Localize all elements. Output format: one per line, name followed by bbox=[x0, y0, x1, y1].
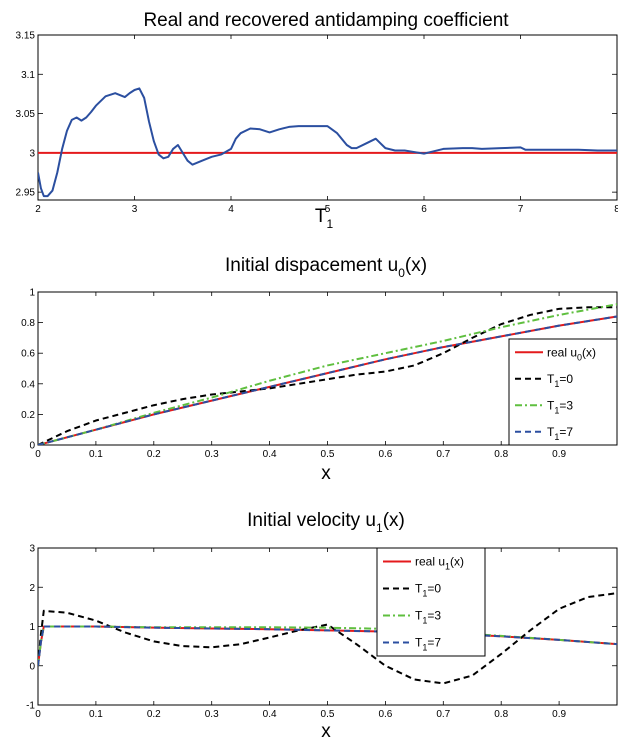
y-tick-label: 0.8 bbox=[21, 318, 35, 329]
x-tick-label: 6 bbox=[421, 204, 427, 215]
chart-title: Initial velocity u1(x) bbox=[247, 510, 405, 535]
x-tick-label: 0.9 bbox=[552, 449, 566, 460]
x-tick-label: 8 bbox=[614, 204, 618, 215]
x-tick-label: 2 bbox=[35, 204, 41, 215]
y-tick-label: 0 bbox=[29, 661, 35, 672]
y-tick-label: 3.15 bbox=[16, 31, 36, 42]
x-tick-label: 0.5 bbox=[321, 449, 335, 460]
legend: real u0(x) T1=0 T1=3 T1=7 bbox=[508, 338, 618, 446]
legend-label: T1=7 bbox=[415, 636, 441, 653]
x-tick-label: 0.7 bbox=[436, 709, 450, 720]
legend-label: T1=3 bbox=[415, 609, 441, 626]
x-tick-label: 0.4 bbox=[263, 449, 277, 460]
y-tick-label: 0.2 bbox=[21, 410, 35, 421]
legend-label: T1=0 bbox=[547, 372, 573, 389]
chart-title: Initial dispacement u0(x) bbox=[225, 255, 427, 280]
legend-label: real u1(x) bbox=[415, 555, 464, 572]
x-tick-label: 0.6 bbox=[378, 709, 392, 720]
x-axis-label: x bbox=[321, 463, 331, 484]
x-tick-label: 7 bbox=[518, 204, 524, 215]
series-group bbox=[38, 87, 617, 198]
x-tick-label: 0 bbox=[35, 449, 41, 460]
x-axis-label: T1 bbox=[315, 206, 334, 231]
x-ticks: 0 0.1 0.2 0.3 0.4 0.5 0.6 0.7 0.8 0.9 bbox=[35, 548, 566, 720]
velocity-chart: Initial velocity u1(x) 0 0.1 0.2 0.3 0.4 0.5 0… bbox=[26, 510, 618, 742]
y-tick-label: 0 bbox=[29, 441, 35, 452]
x-tick-label: 0.9 bbox=[552, 709, 566, 720]
y-tick-label: 3 bbox=[29, 148, 35, 159]
series-line bbox=[38, 315, 617, 445]
series-line bbox=[38, 87, 617, 198]
chart-title: Real and recovered antidamping coefficie… bbox=[143, 10, 509, 31]
series-group bbox=[38, 303, 617, 445]
antidamping-chart: Real and recovered antidamping coefficie… bbox=[16, 10, 618, 231]
x-ticks: 2 3 4 5 6 7 8 bbox=[35, 35, 618, 215]
x-tick-label: 0.8 bbox=[494, 709, 508, 720]
series-line bbox=[38, 306, 617, 445]
x-tick-label: 0.2 bbox=[147, 709, 161, 720]
displacement-chart: Initial dispacement u0(x) 0 0.1 0.2 0.3 0.4 0… bbox=[21, 255, 618, 484]
y-tick-label: 1 bbox=[29, 288, 35, 299]
y-tick-label: 2.95 bbox=[16, 188, 36, 199]
x-tick-label: 0.4 bbox=[263, 709, 277, 720]
series-line bbox=[38, 625, 617, 666]
series-group bbox=[38, 592, 617, 685]
series-line bbox=[38, 625, 617, 666]
y-tick-label: -1 bbox=[26, 701, 35, 712]
plot-area bbox=[37, 34, 618, 201]
y-tick-label: 3.05 bbox=[16, 109, 36, 120]
y-tick-label: 2 bbox=[29, 583, 35, 594]
x-axis-label: x bbox=[321, 721, 331, 742]
x-tick-label: 0.5 bbox=[321, 709, 335, 720]
legend-box bbox=[376, 547, 486, 657]
x-tick-label: 0.2 bbox=[147, 449, 161, 460]
x-tick-label: 0.8 bbox=[494, 449, 508, 460]
y-tick-label: 3 bbox=[29, 544, 35, 555]
x-tick-label: 3 bbox=[132, 204, 138, 215]
y-tick-label: 0.4 bbox=[21, 379, 35, 390]
legend-label: T1=7 bbox=[547, 425, 573, 442]
y-ticks: 0 0.2 0.4 0.6 0.8 1 bbox=[21, 288, 617, 452]
legend: real u1(x) T1=0 T1=3 T1=7 bbox=[376, 547, 486, 657]
x-tick-label: 0.1 bbox=[89, 449, 103, 460]
x-tick-label: 0.6 bbox=[378, 449, 392, 460]
x-tick-label: 0 bbox=[35, 709, 41, 720]
x-tick-label: 0.1 bbox=[89, 709, 103, 720]
y-tick-label: 3.1 bbox=[21, 70, 35, 81]
x-tick-label: 0.7 bbox=[436, 449, 450, 460]
x-ticks: 0 0.1 0.2 0.3 0.4 0.5 0.6 0.7 0.8 0.9 bbox=[35, 292, 566, 460]
legend-box bbox=[508, 338, 618, 446]
legend-label: T1=0 bbox=[415, 582, 441, 599]
y-tick-label: 0.6 bbox=[21, 349, 35, 360]
x-tick-label: 4 bbox=[228, 204, 234, 215]
x-tick-label: 5 bbox=[325, 204, 331, 215]
x-tick-label: 0.3 bbox=[205, 709, 219, 720]
y-ticks: 2.95 3 3.05 3.1 3.15 bbox=[16, 31, 617, 199]
y-tick-label: 1 bbox=[29, 622, 35, 633]
legend-label: real u0(x) bbox=[547, 345, 596, 362]
legend-label: T1=3 bbox=[547, 398, 573, 415]
x-tick-label: 0.3 bbox=[205, 449, 219, 460]
